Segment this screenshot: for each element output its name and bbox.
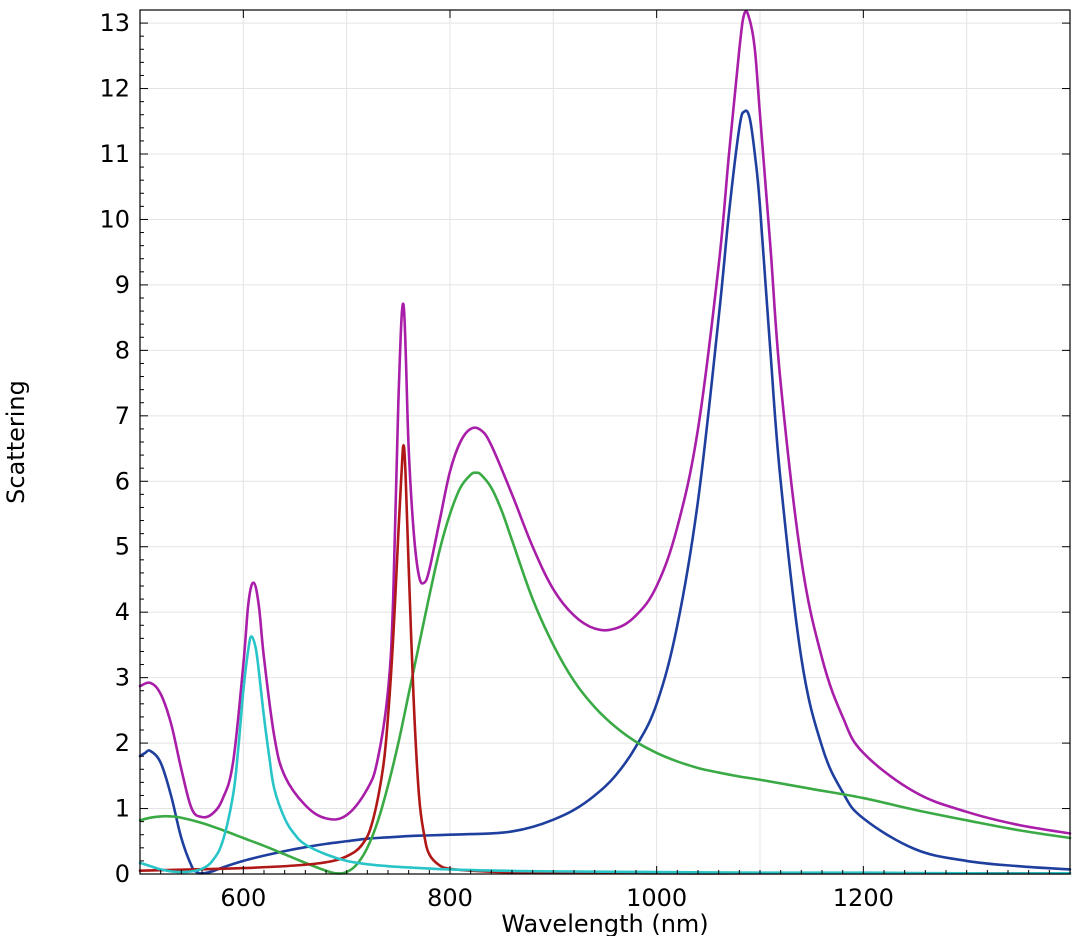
y-tick-label: 1 <box>115 795 130 823</box>
series-line-green <box>138 471 1072 875</box>
y-tick-label: 8 <box>115 336 130 364</box>
y-tick-label: 13 <box>99 9 130 37</box>
series-layer <box>138 9 1072 875</box>
y-tick-label: 2 <box>115 729 130 757</box>
ticks <box>140 9 1070 875</box>
x-axis-title: Wavelength (nm) <box>501 910 708 936</box>
series-line-blue <box>138 109 1072 875</box>
x-tick-label: 600 <box>220 884 266 912</box>
series-line-total <box>138 9 1072 835</box>
y-tick-label: 10 <box>99 205 130 233</box>
y-tick-label: 0 <box>115 860 130 888</box>
y-tick-label: 7 <box>115 402 130 430</box>
plot-frame <box>139 9 1071 875</box>
y-axis-title: Scattering <box>2 380 30 504</box>
y-tick-label: 5 <box>115 533 130 561</box>
y-tick-label: 3 <box>115 664 130 692</box>
x-tick-label: 1000 <box>626 884 687 912</box>
x-tick-label: 1200 <box>833 884 894 912</box>
y-tick-label: 12 <box>99 75 130 103</box>
grid <box>140 10 1070 874</box>
y-tick-label: 9 <box>115 271 130 299</box>
y-tick-label: 11 <box>99 140 130 168</box>
y-tick-label: 6 <box>115 467 130 495</box>
x-tick-label: 800 <box>427 884 473 912</box>
series-line-cyan <box>138 635 1072 875</box>
y-tick-label: 4 <box>115 598 130 626</box>
